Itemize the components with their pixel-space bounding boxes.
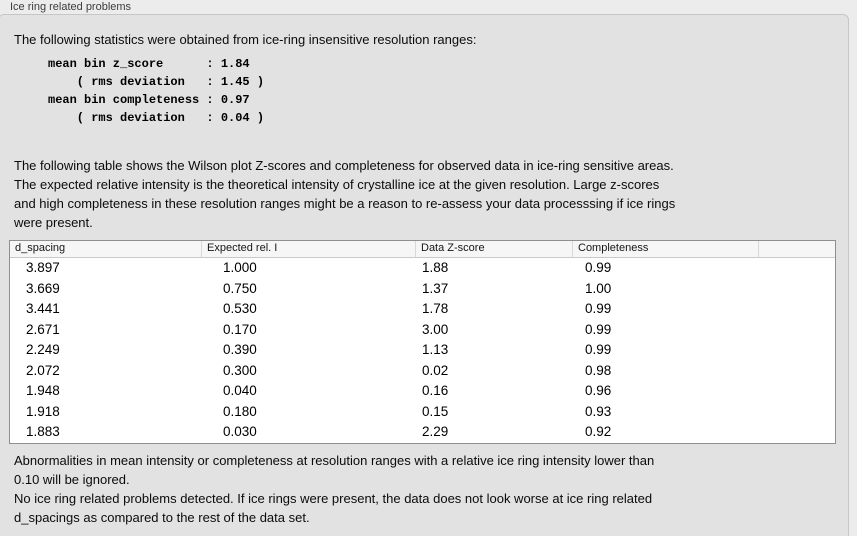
cell-completeness: 0.93 [585, 403, 612, 419]
cell-expected-rel-i: 0.530 [223, 301, 257, 316]
cell-filler [758, 402, 835, 423]
ice-ring-table[interactable]: d_spacing Expected rel. I Data Z-score C… [9, 240, 836, 444]
conclusion-text: No ice ring related problems detected. I… [14, 491, 653, 525]
table-body: 3.897 1.000 1.88 0.99 3.669 0.750 1.37 1.00 3.44… [10, 258, 835, 443]
table-row[interactable]: 1.948 0.040 0.16 0.96 [10, 381, 835, 402]
cell-expected-rel-i: 0.180 [223, 403, 257, 419]
cell-filler [758, 258, 835, 279]
cell-completeness: 1.00 [585, 280, 612, 296]
cell-expected-rel-i: 0.170 [223, 321, 257, 337]
table-row[interactable]: 1.883 0.030 2.29 0.92 [10, 422, 835, 443]
cell-d-spacing: 3.441 [26, 301, 60, 316]
cell-data-z-score: 2.29 [422, 424, 449, 439]
column-header-filler [758, 241, 835, 257]
cell-data-z-score: 1.88 [422, 260, 449, 275]
cell-filler [758, 299, 835, 320]
cell-d-spacing: 2.671 [26, 321, 60, 337]
table-row[interactable]: 3.441 0.530 1.78 0.99 [10, 299, 835, 320]
cell-completeness: 0.99 [585, 321, 612, 337]
column-header-data-z-score[interactable]: Data Z-score [415, 241, 572, 257]
cell-filler [758, 422, 835, 443]
table-row[interactable]: 2.671 0.170 3.00 0.99 [10, 320, 835, 341]
cell-completeness: 0.92 [585, 424, 612, 439]
cell-filler [758, 381, 835, 402]
column-header-expected-rel-i[interactable]: Expected rel. I [201, 241, 415, 257]
table-row[interactable]: 3.669 0.750 1.37 1.00 [10, 279, 835, 300]
cell-filler [758, 340, 835, 361]
cell-d-spacing: 3.897 [26, 260, 60, 275]
cell-data-z-score: 0.16 [422, 383, 449, 398]
cell-expected-rel-i: 0.750 [223, 280, 257, 296]
table-row[interactable]: 1.918 0.180 0.15 0.93 [10, 402, 835, 423]
intro-text: The following statistics were obtained f… [14, 32, 477, 47]
cell-completeness: 0.96 [585, 383, 612, 398]
cell-data-z-score: 1.78 [422, 301, 449, 316]
cell-d-spacing: 1.883 [26, 424, 60, 439]
cell-data-z-score: 0.02 [422, 362, 449, 378]
cell-expected-rel-i: 0.300 [223, 362, 257, 378]
column-header-completeness[interactable]: Completeness [572, 241, 758, 257]
cell-data-z-score: 3.00 [422, 321, 449, 337]
cell-data-z-score: 1.37 [422, 280, 449, 296]
groupbox-title: Ice ring related problems [10, 1, 132, 13]
cell-data-z-score: 0.15 [422, 403, 449, 419]
cell-completeness: 0.98 [585, 362, 612, 378]
cell-expected-rel-i: 0.390 [223, 342, 257, 357]
cell-expected-rel-i: 0.040 [223, 383, 257, 398]
table-row[interactable]: 3.897 1.000 1.88 0.99 [10, 258, 835, 279]
table-header-row: d_spacing Expected rel. I Data Z-score C… [10, 241, 835, 258]
cell-d-spacing: 2.072 [26, 362, 60, 378]
stats-block: mean bin z_score : 1.84 ( rms deviation … [48, 57, 265, 125]
cell-expected-rel-i: 1.000 [223, 260, 257, 275]
cell-completeness: 0.99 [585, 342, 612, 357]
ignore-note-text: Abnormalities in mean intensity or compl… [14, 453, 655, 487]
description-text: The following table shows the Wilson plo… [14, 158, 676, 230]
cell-completeness: 0.99 [585, 301, 612, 316]
cell-filler [758, 279, 835, 300]
table-row[interactable]: 2.072 0.300 0.02 0.98 [10, 361, 835, 382]
column-header-d-spacing[interactable]: d_spacing [15, 242, 66, 254]
cell-d-spacing: 1.918 [26, 403, 60, 419]
cell-expected-rel-i: 0.030 [223, 424, 257, 439]
cell-d-spacing: 2.249 [26, 342, 60, 357]
cell-d-spacing: 3.669 [26, 280, 60, 296]
cell-completeness: 0.99 [585, 260, 612, 275]
cell-data-z-score: 1.13 [422, 342, 449, 357]
cell-d-spacing: 1.948 [26, 383, 60, 398]
cell-filler [758, 361, 835, 382]
cell-filler [758, 320, 835, 341]
table-row[interactable]: 2.249 0.390 1.13 0.99 [10, 340, 835, 361]
